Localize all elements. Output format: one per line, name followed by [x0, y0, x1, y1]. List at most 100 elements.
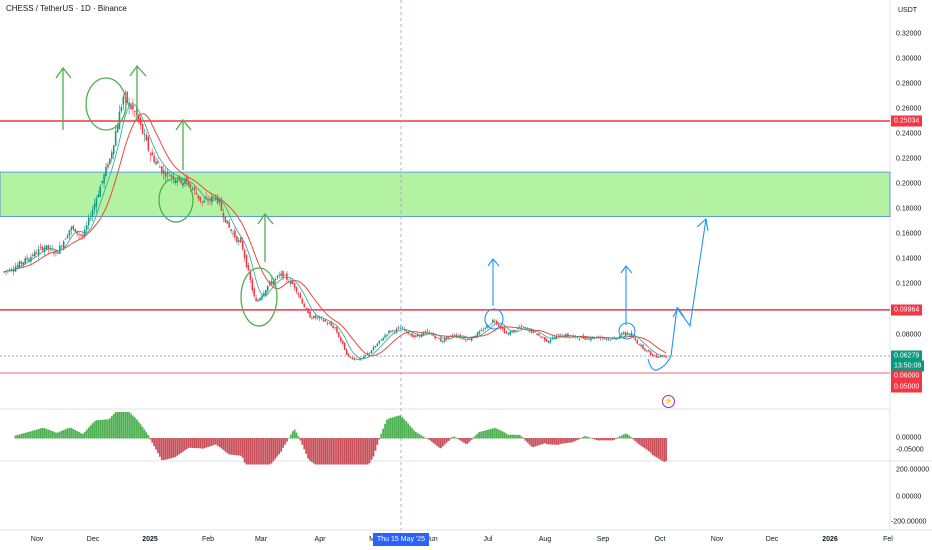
time-axis-label: Feb — [201, 536, 215, 543]
histogram-bar — [322, 438, 325, 465]
histogram-bar — [478, 431, 481, 439]
symbol-title: CHESS / TetherUS · 1D · Binance — [6, 4, 127, 13]
histogram-bar — [85, 429, 88, 439]
candle-body — [109, 158, 111, 165]
lower-axis-label: 200.00000 — [896, 466, 930, 474]
histogram-bar — [203, 438, 206, 449]
candle-body — [549, 339, 552, 342]
histogram-bar — [465, 438, 467, 445]
histogram-bar — [557, 438, 560, 445]
histogram-bar — [645, 438, 648, 450]
price-badge-support-1: 0.06000 — [891, 370, 923, 382]
candle-body — [370, 350, 373, 354]
candle-body — [438, 338, 440, 340]
candle-body — [32, 254, 34, 256]
candle-body — [347, 353, 350, 357]
candle-body — [382, 338, 384, 341]
histogram-bar — [495, 428, 498, 439]
histogram-bar — [409, 425, 411, 439]
candle-body — [132, 104, 134, 110]
histogram-bar — [405, 421, 408, 439]
histogram-bar — [532, 438, 535, 448]
histogram-bar — [470, 438, 473, 440]
candle-body — [193, 186, 196, 191]
histogram-bar — [488, 429, 490, 439]
histogram-bar — [91, 423, 94, 439]
candle-body — [255, 298, 257, 302]
histogram-bar — [509, 434, 512, 439]
histogram-bar — [141, 426, 144, 439]
histogram-bar — [314, 438, 317, 465]
histogram-bar — [453, 436, 456, 439]
histogram-bar — [434, 438, 436, 445]
candle-body — [584, 337, 587, 340]
candle-body — [85, 225, 88, 230]
histogram-bar — [391, 417, 394, 439]
candle-body — [501, 326, 504, 329]
histogram-bar — [187, 438, 190, 448]
candle-body — [540, 336, 542, 338]
histogram-bar — [43, 428, 46, 439]
histogram-bar — [37, 429, 40, 439]
histogram-bar — [74, 430, 77, 439]
candle-body — [538, 333, 540, 336]
histogram-bar — [249, 438, 252, 465]
histogram-bar — [137, 421, 140, 439]
candle-body — [80, 234, 82, 236]
histogram-bar — [659, 438, 662, 460]
histogram-bar — [407, 423, 410, 439]
candle-body — [243, 249, 246, 258]
candle-body — [480, 330, 483, 332]
candle-body — [307, 308, 309, 314]
supply-zone[interactable] — [0, 171, 891, 217]
candle-body — [155, 161, 157, 165]
histogram-bar — [334, 438, 336, 465]
candle-body — [37, 249, 40, 255]
candle-body — [478, 331, 481, 334]
histogram-bar — [89, 425, 92, 439]
histogram-bar — [93, 421, 96, 439]
candle-body — [365, 355, 367, 356]
histogram-bar — [636, 438, 639, 443]
candle-body — [64, 238, 67, 240]
histogram-bar — [22, 433, 25, 439]
candle-body — [434, 335, 436, 339]
candle-body — [62, 241, 65, 250]
candle-body — [655, 354, 658, 357]
histogram-bar — [287, 437, 290, 439]
candle-body — [78, 234, 80, 235]
histogram-bar — [388, 418, 390, 439]
lightning-alert-icon[interactable]: ⚡ — [662, 395, 675, 408]
candle-body — [611, 338, 613, 340]
histogram-bar — [16, 435, 19, 439]
histogram-bar — [376, 438, 379, 445]
candle-body — [315, 315, 317, 319]
candle-body — [395, 328, 398, 332]
histogram-bar — [210, 438, 213, 446]
histogram-bar — [332, 438, 334, 465]
histogram-bar — [455, 437, 458, 439]
histogram-bar — [95, 420, 98, 439]
histogram-bar — [55, 432, 57, 439]
histogram-bar — [20, 433, 23, 439]
candle-body — [189, 184, 192, 187]
time-axis-label: Mar — [254, 536, 268, 543]
time-axis-label: Jun — [426, 536, 438, 543]
circle-annotation — [240, 267, 278, 327]
histogram-bar — [499, 430, 502, 439]
candle-body — [445, 336, 448, 340]
candle-body — [297, 293, 300, 295]
histogram-bar — [18, 434, 21, 439]
candle-body — [657, 356, 660, 358]
candle-body — [74, 228, 76, 232]
candle-body — [509, 331, 511, 335]
currency-label: USDT — [898, 7, 918, 14]
candle-body — [60, 245, 63, 247]
candle-body — [311, 317, 313, 319]
candle-body — [372, 347, 375, 351]
candle-body — [57, 252, 59, 254]
candle-body — [264, 290, 267, 296]
histogram-bar — [130, 413, 132, 439]
histogram-bar — [145, 432, 148, 439]
